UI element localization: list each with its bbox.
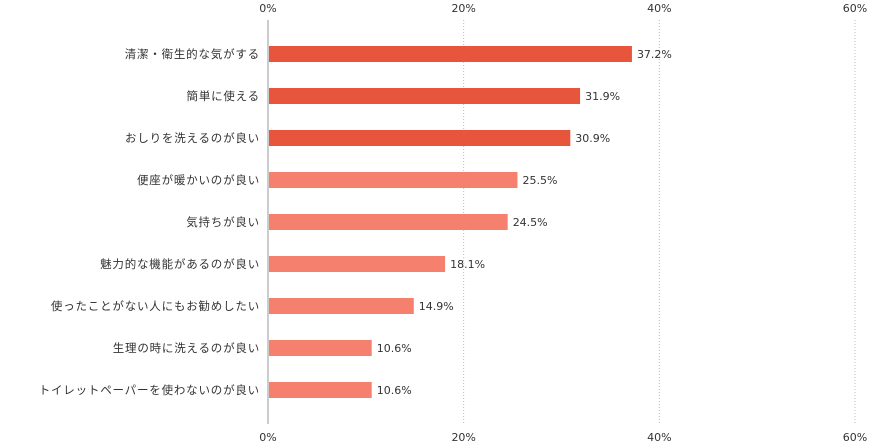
bar [269,172,518,188]
bar [269,382,372,398]
bar [269,256,446,272]
label-layer: 0% 0% 20% 20% 40% 40% 60% 60% 清潔・衛生的な気がする 37.2% 簡単… [39,2,868,444]
value-label: 14.9% [419,300,454,313]
bar-layer [269,46,632,398]
x-tick-label-bottom: 20% [451,431,475,444]
category-label: 気持ちが良い [186,215,260,229]
x-tick-label-bottom: 40% [647,431,671,444]
value-label: 31.9% [585,90,620,103]
x-tick-label-bottom: 60% [843,431,867,444]
category-label: 清潔・衛生的な気がする [125,47,260,61]
value-label: 24.5% [513,216,548,229]
value-label: 10.6% [377,342,412,355]
value-label: 30.9% [575,132,610,145]
bar [269,298,414,314]
bar [269,88,581,104]
x-tick-label-bottom: 0% [259,431,276,444]
value-label: 18.1% [450,258,485,271]
value-label: 25.5% [522,174,557,187]
category-label: トイレットペーパーを使わないのが良い [39,383,260,397]
x-tick-label-top: 20% [451,2,475,15]
category-label: 魅力的な機能があるのが良い [100,257,260,271]
category-label: 使ったことがない人にもお勧めしたい [51,299,260,313]
value-label: 37.2% [637,48,672,61]
x-tick-label-top: 40% [647,2,671,15]
category-label: 生理の時に洗えるのが良い [113,341,260,355]
bar [269,46,632,62]
bar [269,214,508,230]
x-tick-label-top: 0% [259,2,276,15]
category-label: おしりを洗えるのが良い [125,131,260,145]
value-label: 10.6% [377,384,412,397]
category-label: 簡単に使える [187,89,260,103]
category-label: 便座が暖かいのが良い [137,173,260,187]
x-tick-label-top: 60% [843,2,867,15]
bar [269,130,571,146]
bar [269,340,372,356]
